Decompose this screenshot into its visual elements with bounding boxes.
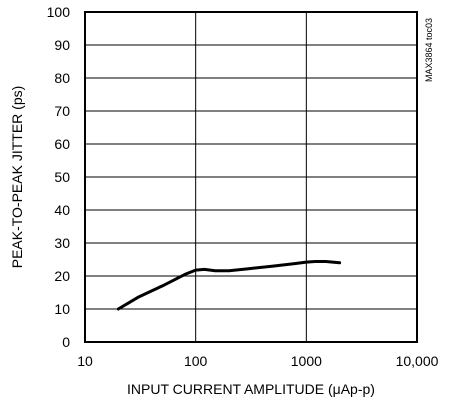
y-tick-label: 60: [54, 136, 70, 152]
y-tick-label: 0: [62, 334, 70, 350]
y-tick-labels: 0 10 20 30 40 50 60 70 80 90 100: [47, 4, 71, 350]
y-axis-label: PEAK-TO-PEAK JITTER (ps): [9, 86, 25, 269]
y-tick-label: 20: [54, 268, 70, 284]
x-axis-label: INPUT CURRENT AMPLITUDE (μAp-p): [127, 381, 375, 397]
y-tick-label: 90: [54, 37, 70, 53]
y-tick-label: 40: [54, 202, 70, 218]
y-tick-label: 10: [54, 301, 70, 317]
x-tick-label: 100: [184, 353, 208, 369]
x-tick-labels: 10 100 1000 10,000: [77, 353, 438, 369]
x-tick-label: 1000: [291, 353, 322, 369]
series-line: [116, 260, 342, 311]
y-tick-label: 30: [54, 235, 70, 251]
x-tick-label: 10: [77, 353, 93, 369]
y-tick-label: 80: [54, 70, 70, 86]
y-tick-label: 100: [47, 4, 71, 20]
figure-id-annotation: MAX3864 toc03: [424, 18, 434, 82]
x-tick-label: 10,000: [396, 353, 439, 369]
y-tick-label: 50: [54, 169, 70, 185]
plot-frame: [84, 11, 418, 343]
y-tick-label: 70: [54, 103, 70, 119]
grid: [85, 12, 417, 342]
